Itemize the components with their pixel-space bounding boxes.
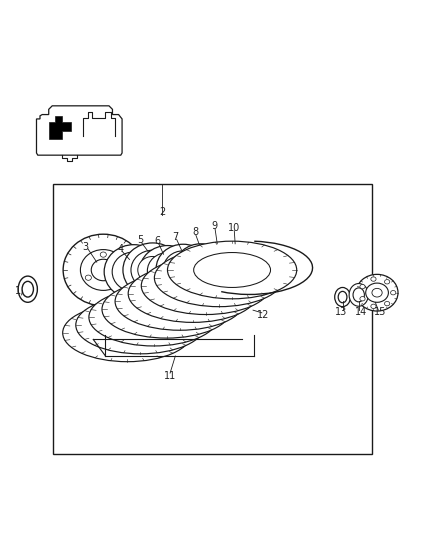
Text: 15: 15	[374, 308, 386, 317]
Ellipse shape	[360, 296, 365, 301]
Text: 8: 8	[192, 228, 198, 237]
Ellipse shape	[187, 254, 215, 279]
Ellipse shape	[366, 283, 389, 302]
Ellipse shape	[140, 246, 195, 296]
Ellipse shape	[371, 277, 376, 281]
Ellipse shape	[213, 253, 218, 257]
Ellipse shape	[349, 284, 368, 306]
Ellipse shape	[128, 265, 258, 322]
Ellipse shape	[372, 288, 382, 297]
Text: 12: 12	[257, 310, 269, 319]
Ellipse shape	[89, 316, 166, 350]
Ellipse shape	[385, 302, 390, 306]
Text: 2: 2	[159, 207, 166, 217]
Ellipse shape	[171, 257, 195, 280]
Ellipse shape	[141, 284, 218, 319]
Ellipse shape	[201, 247, 207, 252]
Ellipse shape	[18, 276, 37, 302]
Ellipse shape	[360, 285, 365, 289]
Ellipse shape	[180, 259, 185, 263]
Ellipse shape	[81, 249, 126, 290]
Ellipse shape	[147, 253, 187, 289]
Ellipse shape	[167, 268, 244, 303]
Ellipse shape	[102, 308, 179, 343]
Ellipse shape	[218, 264, 223, 269]
Ellipse shape	[188, 279, 194, 284]
Ellipse shape	[180, 261, 258, 295]
Ellipse shape	[175, 244, 226, 289]
Ellipse shape	[154, 249, 284, 306]
Ellipse shape	[123, 243, 182, 297]
Ellipse shape	[63, 234, 144, 306]
Ellipse shape	[102, 280, 231, 338]
Text: 14: 14	[355, 308, 367, 317]
Ellipse shape	[156, 244, 210, 293]
Text: 13: 13	[335, 308, 347, 317]
Ellipse shape	[115, 300, 192, 335]
Ellipse shape	[128, 292, 205, 327]
Ellipse shape	[104, 245, 163, 299]
Ellipse shape	[154, 276, 231, 311]
Ellipse shape	[201, 281, 207, 286]
Ellipse shape	[22, 281, 33, 297]
Ellipse shape	[141, 257, 271, 314]
Bar	[53, 183, 372, 454]
Ellipse shape	[163, 251, 203, 287]
Ellipse shape	[353, 288, 364, 302]
Text: 7: 7	[172, 232, 178, 242]
Text: 4: 4	[118, 244, 124, 254]
Ellipse shape	[194, 253, 271, 287]
Polygon shape	[49, 116, 71, 139]
Ellipse shape	[188, 249, 194, 254]
Ellipse shape	[100, 252, 106, 257]
Ellipse shape	[138, 256, 167, 284]
Text: 9: 9	[212, 221, 218, 231]
Ellipse shape	[131, 250, 174, 290]
Ellipse shape	[391, 290, 396, 295]
Ellipse shape	[89, 288, 218, 346]
Polygon shape	[36, 106, 122, 155]
Ellipse shape	[335, 287, 350, 306]
Ellipse shape	[112, 252, 155, 292]
Ellipse shape	[91, 259, 115, 281]
Ellipse shape	[213, 276, 218, 280]
Ellipse shape	[63, 304, 192, 362]
Text: 5: 5	[137, 235, 144, 245]
Text: 3: 3	[83, 242, 89, 252]
Text: 6: 6	[155, 236, 161, 246]
Ellipse shape	[167, 241, 297, 299]
Ellipse shape	[371, 304, 376, 309]
Ellipse shape	[115, 275, 121, 280]
Ellipse shape	[356, 274, 398, 311]
Ellipse shape	[76, 296, 205, 354]
Ellipse shape	[180, 270, 185, 274]
Ellipse shape	[338, 292, 347, 303]
Text: 1: 1	[15, 286, 21, 295]
Ellipse shape	[115, 272, 244, 330]
Ellipse shape	[385, 280, 390, 284]
Text: 11: 11	[164, 370, 176, 381]
Text: 10: 10	[228, 223, 240, 233]
Ellipse shape	[85, 275, 92, 280]
